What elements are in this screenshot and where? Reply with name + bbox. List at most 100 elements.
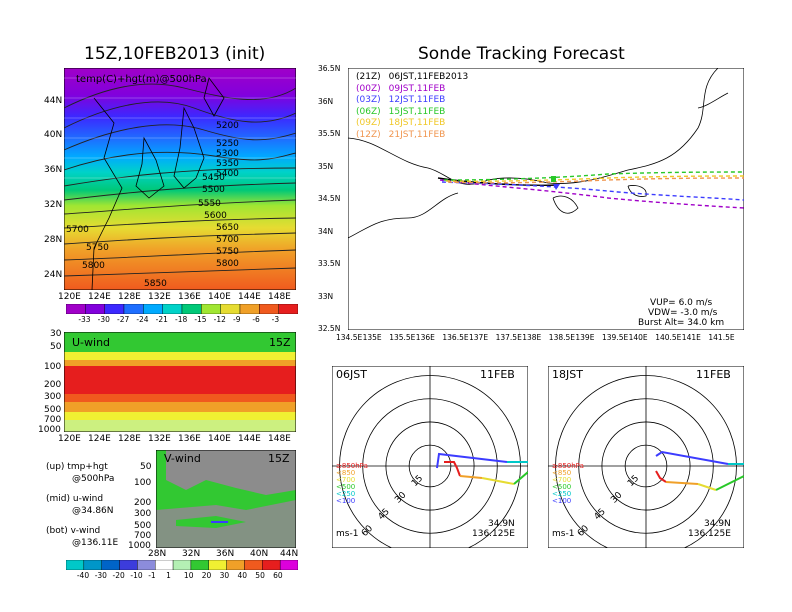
contour-label: 5850 (144, 279, 167, 289)
colorbar-tick: -12 (213, 315, 226, 324)
colorbar-tick: -10 (130, 571, 143, 580)
p-tick: 200 (44, 380, 62, 390)
legend-up: (up) tmp+hgt (46, 462, 108, 472)
track-lon-tick: 136.5E (442, 333, 469, 342)
contour-label: 5700 (216, 235, 239, 245)
colorbar-swatch (201, 304, 221, 314)
launch-legend-3: (06Z) 15JST,11FEB (356, 107, 445, 117)
hodo-lat: 34.9N (704, 519, 731, 529)
p-tick: 1000 (128, 541, 151, 551)
launch-jst: 21JST,11FEB (388, 129, 446, 140)
colorbar-tick: 50 (255, 571, 265, 580)
hodo-segment (436, 452, 508, 469)
lon-tick: 120E (58, 434, 81, 444)
p-tick: 200 (134, 498, 152, 508)
contour-label: 5350 (216, 159, 239, 169)
hodo-lon: 136.125E (688, 529, 731, 539)
colorbar-swatch (259, 304, 279, 314)
track-lon-tick: 134.5E (336, 333, 363, 342)
u-wind-time: 15Z (269, 336, 291, 349)
p-tick: 300 (44, 392, 62, 402)
hodo-time: 18JST (552, 368, 583, 381)
colorbar-tick: 60 (273, 571, 283, 580)
p-tick: 700 (44, 415, 62, 425)
p-tick: 300 (134, 509, 152, 519)
hodo-segment (665, 481, 699, 485)
contour-label: 5450 (202, 173, 225, 183)
lon-tick: 124E (88, 292, 111, 302)
lat-tick: 24N (44, 270, 63, 280)
lon-tick: 144E (238, 434, 261, 444)
colorbar-swatch (162, 304, 183, 314)
temp-colorbar (66, 304, 298, 314)
launch-z: (21Z) (356, 72, 381, 82)
legend-up2: @500hPa (72, 474, 115, 484)
u-wind-label: U-wind (72, 336, 110, 349)
level-legend: <250 (336, 490, 355, 498)
p-tick: 1000 (38, 425, 61, 435)
hodo-segment (459, 475, 483, 479)
launch-legend-1: (00Z) 09JST,11FEB (356, 84, 445, 94)
hodo-date: 11FEB (480, 368, 515, 381)
p-tick: 100 (134, 478, 152, 488)
launch-z: (09Z) (356, 118, 381, 128)
colorbar-swatch (262, 560, 281, 570)
track-lat-tick: 34.5N (318, 194, 341, 203)
hodo-segment (513, 471, 528, 485)
colorbar-swatch (66, 304, 86, 314)
hodo-time: 06JST (336, 368, 367, 381)
level-legend: <850 (552, 469, 571, 477)
track-lon-tick: 140E (628, 333, 648, 342)
contour-label: 5500 (202, 185, 225, 195)
launch-legend-2: (03Z) 12JST,11FEB (356, 95, 445, 105)
colorbar-swatch (137, 560, 156, 570)
hodo-unit: ms-1 (336, 529, 358, 539)
colorbar-swatch (101, 560, 120, 570)
hodo-unit: ms-1 (552, 529, 574, 539)
launch-jst: 09JST,11FEB (388, 83, 446, 94)
colorbar-swatch (66, 560, 85, 570)
colorbar-swatch (279, 560, 298, 570)
vdw-param: VDW= -3.0 m/s (648, 308, 718, 318)
colorbar-tick: 30 (219, 571, 230, 580)
colorbar-swatch (155, 560, 174, 570)
track-lon-tick: 137.5E (495, 333, 522, 342)
colorbar-tick: 20 (201, 571, 212, 580)
hodo-segment (715, 475, 744, 491)
level-legend: <500 (552, 483, 571, 491)
lat-tick: 36N (44, 165, 63, 175)
colorbar-tick: -20 (112, 571, 125, 580)
colorbar-swatch (83, 560, 102, 570)
colorbar-swatch (226, 560, 245, 570)
contour-label: 5800 (216, 259, 239, 269)
hodo-segment (655, 450, 729, 465)
lon-tick: 140E (208, 292, 231, 302)
colorbar-swatch (143, 304, 163, 314)
contour-label: 5750 (86, 243, 109, 253)
track-lat-tick: 35N (318, 161, 334, 171)
top-panel-label: temp(C)+hgt(m)@500hPa (76, 74, 207, 85)
wind-colorbar (66, 560, 298, 570)
colorbar-tick: -27 (117, 315, 130, 324)
level-legend: ≥850hPa (336, 462, 368, 470)
colorbar-swatch (278, 304, 298, 314)
colorbar-swatch (104, 304, 125, 314)
colorbar-tick: 1 (166, 571, 171, 580)
colorbar-swatch (239, 304, 260, 314)
level-legend: ≥850hPa (552, 462, 584, 470)
contour-label: 5600 (204, 211, 227, 221)
burst-marker (551, 176, 556, 182)
hodo-segment (481, 477, 515, 485)
p-tick: 700 (134, 531, 152, 541)
right-title: Sonde Tracking Forecast (418, 44, 625, 64)
track-lon-tick: 139.5E (602, 333, 629, 342)
track-lon-tick: 135E (362, 333, 382, 342)
colorbar-swatch (123, 304, 144, 314)
track-lat-tick: 33N (318, 291, 334, 301)
launch-legend-0: (21Z) 06JST,11FEB2013 (356, 72, 468, 82)
v-wind-time: 15Z (268, 452, 290, 465)
lat-tick: 36N (216, 549, 235, 559)
temp-height-map: 5200 5250 5300 5350 5400 5450 5500 5550 … (64, 68, 296, 290)
lat-tick: 40N (44, 130, 63, 140)
